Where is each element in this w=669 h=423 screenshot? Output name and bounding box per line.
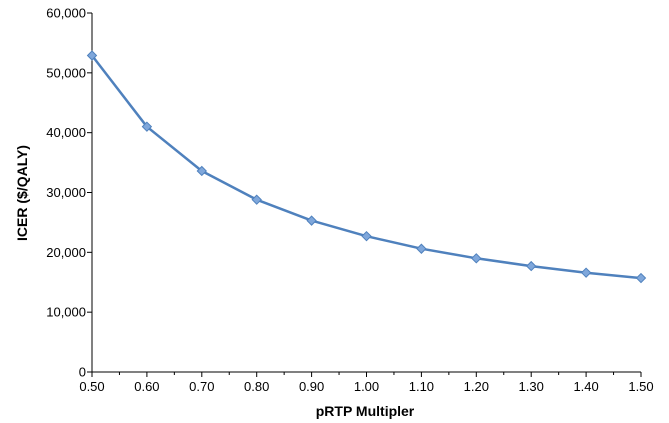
x-tick-label: 1.10 bbox=[409, 379, 434, 394]
y-tick-label: 60,000 bbox=[46, 6, 86, 21]
x-tick-label: 1.50 bbox=[628, 379, 653, 394]
data-point bbox=[306, 215, 317, 226]
y-tick-label: 0 bbox=[79, 365, 86, 380]
y-tick-label: 50,000 bbox=[46, 65, 86, 80]
series-line bbox=[91, 54, 642, 280]
x-tick-label: 1.40 bbox=[573, 379, 598, 394]
data-point bbox=[196, 165, 208, 177]
y-tick-label: 40,000 bbox=[46, 125, 86, 140]
data-point bbox=[471, 253, 482, 264]
y-tick-label: 20,000 bbox=[46, 245, 86, 260]
x-tick-label: 0.80 bbox=[244, 379, 269, 394]
data-point bbox=[251, 194, 262, 205]
x-tick-label: 1.30 bbox=[519, 379, 544, 394]
y-tick-label: 10,000 bbox=[46, 305, 86, 320]
data-point bbox=[416, 243, 427, 254]
y-axis-title: ICER ($/QALY) bbox=[14, 145, 30, 241]
x-tick-label: 0.70 bbox=[189, 379, 214, 394]
data-point bbox=[635, 272, 647, 284]
ticks: 0.50 0.60 0.70 0.80 0.90 1.00 1.10 1.20 1.30 1.40… bbox=[46, 6, 653, 395]
data-point bbox=[361, 230, 372, 242]
data-point bbox=[141, 121, 153, 132]
data-point bbox=[525, 260, 537, 272]
series-group bbox=[86, 50, 647, 284]
y-tick-label: 30,000 bbox=[46, 185, 86, 200]
x-tick-label: 1.20 bbox=[464, 379, 489, 394]
data-point bbox=[86, 50, 98, 61]
data-point bbox=[580, 267, 592, 278]
x-tick-label: 0.60 bbox=[134, 379, 159, 394]
x-tick-label: 1.00 bbox=[354, 379, 379, 394]
axes bbox=[91, 13, 641, 373]
x-axis-title: pRTP Multipler bbox=[316, 403, 415, 419]
x-tick-label: 0.50 bbox=[79, 379, 104, 394]
x-tick-label: 0.90 bbox=[299, 379, 324, 394]
